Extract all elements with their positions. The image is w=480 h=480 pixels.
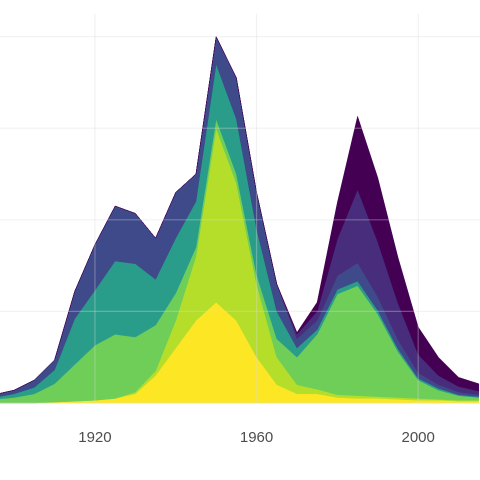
x-tick-label: 1920 xyxy=(78,429,111,446)
grid xyxy=(0,14,480,404)
x-tick-label: 2000 xyxy=(401,429,434,446)
area xyxy=(0,35,480,394)
x-tick-label: 1960 xyxy=(240,429,273,446)
areas xyxy=(0,35,480,404)
